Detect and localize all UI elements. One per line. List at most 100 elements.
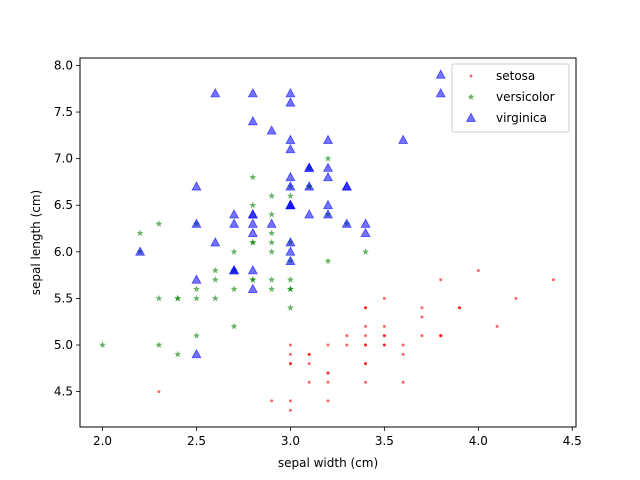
setosa-point	[307, 362, 311, 366]
virginica-point	[285, 143, 296, 154]
versicolor-point	[230, 322, 238, 330]
versicolor-point	[99, 341, 106, 348]
y-tick-label: 7.0	[54, 152, 73, 166]
virginica-point	[322, 199, 334, 210]
versicolor-point	[324, 155, 332, 162]
setosa-point	[420, 315, 424, 319]
setosa-point	[326, 371, 330, 375]
virginica-point	[322, 171, 334, 182]
legend-label-versicolor: versicolor	[496, 90, 555, 104]
setosa-point	[364, 334, 368, 338]
x-tick-label: 2.0	[93, 434, 112, 448]
versicolor-point	[193, 285, 200, 292]
virginica-point	[435, 87, 446, 98]
setosa-point	[307, 352, 311, 356]
virginica-point	[285, 134, 296, 144]
setosa-point	[439, 334, 443, 338]
virginica-point	[229, 265, 240, 275]
virginica-point	[285, 199, 296, 210]
setosa-point	[326, 343, 330, 347]
versicolor-point	[287, 276, 294, 283]
x-tick-label: 3.0	[281, 434, 300, 448]
setosa-point	[288, 362, 292, 366]
setosa-point	[326, 380, 330, 384]
legend-frame	[451, 63, 570, 133]
virginica-point	[435, 69, 446, 79]
setosa-point	[551, 278, 555, 282]
legend-marker-setosa	[469, 74, 473, 78]
versicolor-point	[249, 276, 257, 283]
setosa-point	[401, 343, 405, 347]
virginica-point	[247, 283, 258, 293]
y-tick-label: 8.0	[54, 58, 73, 72]
virginica-point	[191, 218, 202, 228]
x-tick-label: 3.5	[375, 434, 394, 448]
versicolor-point	[268, 192, 276, 199]
setosa-point	[420, 334, 424, 338]
setosa-point	[514, 296, 518, 300]
plot-frame	[79, 57, 577, 428]
setosa-point	[401, 380, 405, 384]
legend-marker-versicolor	[467, 93, 475, 100]
y-tick-label: 6.0	[54, 245, 73, 259]
data-points	[99, 69, 555, 412]
versicolor-point	[268, 276, 276, 283]
x-tick-label: 4.5	[563, 434, 582, 448]
setosa-point	[288, 399, 292, 403]
versicolor-point	[230, 285, 238, 292]
setosa-point	[382, 324, 386, 328]
virginica-point	[360, 227, 371, 238]
setosa-point	[382, 334, 386, 338]
y-axis-ticks: 4.5 5.0 5.5 6.0 6.5 7.0 7.5 8.0	[54, 58, 80, 399]
setosa-point	[364, 324, 368, 328]
virginica-point	[191, 348, 202, 359]
versicolor-point	[287, 304, 294, 311]
versicolor-point	[287, 285, 294, 292]
virginica-point	[322, 162, 334, 172]
versicolor-point	[211, 276, 219, 283]
virginica-point	[304, 209, 315, 219]
setosa-point	[288, 408, 292, 412]
x-axis-label: sepal width (cm)	[278, 456, 378, 470]
virginica-point	[322, 209, 334, 219]
versicolor-point	[268, 248, 276, 255]
setosa-point	[270, 399, 274, 403]
virginica-point	[304, 162, 315, 172]
versicolor-point	[324, 257, 332, 265]
versicolor-point	[249, 201, 257, 209]
setosa-point	[364, 362, 368, 366]
virginica-point	[191, 181, 202, 191]
setosa-point	[420, 306, 424, 310]
versicolor-point	[155, 294, 163, 302]
virginica-point	[229, 209, 240, 219]
versicolor-point	[174, 350, 182, 358]
y-tick-label: 6.5	[54, 198, 73, 212]
y-tick-label: 5.0	[54, 338, 73, 352]
virginica-point	[266, 218, 277, 228]
versicolor-point	[268, 229, 276, 237]
versicolor-point	[268, 238, 276, 246]
virginica-point	[285, 255, 296, 265]
legend-label-virginica: virginica	[496, 111, 547, 125]
virginica-point	[191, 274, 202, 284]
versicolor-point	[268, 285, 276, 292]
virginica-point	[360, 218, 371, 228]
versicolor-point	[268, 210, 276, 218]
versicolor-point	[193, 294, 200, 302]
versicolor-point	[362, 248, 369, 255]
y-tick-label: 5.5	[54, 291, 73, 305]
virginica-point	[285, 237, 296, 247]
x-tick-label: 2.5	[187, 434, 206, 448]
setosa-point	[157, 390, 161, 394]
virginica-point	[285, 97, 296, 107]
virginica-point	[210, 87, 221, 98]
x-axis-ticks: 2.0 2.5 3.0 3.5 4.0 4.5	[93, 427, 582, 448]
virginica-point	[398, 134, 409, 144]
virginica-point	[247, 209, 258, 219]
virginica-point	[285, 246, 296, 256]
setosa-point	[345, 334, 349, 338]
legend: setosa versicolor virginica	[451, 63, 570, 133]
virginica-point	[247, 218, 258, 228]
x-tick-label: 4.0	[469, 434, 488, 448]
